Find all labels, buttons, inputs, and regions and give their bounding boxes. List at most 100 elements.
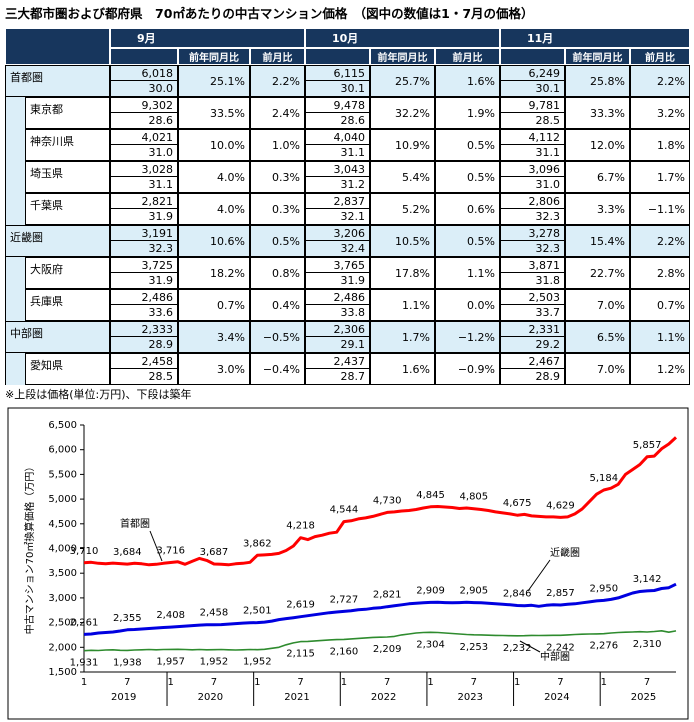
data-label: 3,710: [70, 546, 99, 557]
mom-change: 0.4%: [250, 289, 305, 321]
building-age: 32.4: [340, 242, 366, 255]
price-cell: 6,018 30.0: [110, 65, 178, 97]
mom-change: 2.2%: [630, 65, 690, 97]
price-cell: 2,486 33.6: [110, 289, 178, 321]
mom-change: 1.2%: [630, 353, 690, 385]
price-cell: 3,278 32.3: [500, 225, 565, 257]
y-tick-label: 4,500: [48, 519, 77, 530]
legend-leader: [527, 559, 551, 592]
data-label: 2,619: [286, 600, 315, 611]
building-age: 29.1: [340, 338, 366, 351]
price: 2,333: [111, 322, 177, 337]
x-tick-label: 7: [557, 677, 563, 688]
price-cell: 9,478 28.6: [305, 97, 370, 129]
price-cell: 9,302 28.6: [110, 97, 178, 129]
y-tick-label: 4,000: [48, 544, 77, 555]
x-tick-label: 7: [124, 677, 130, 688]
mom-change: −0.4%: [250, 353, 305, 385]
data-label: 1,952: [200, 657, 229, 668]
yoy-change: 6.5%: [565, 321, 630, 353]
y-tick-label: 3,500: [48, 568, 77, 579]
data-label: 2,253: [460, 642, 489, 653]
data-label: 1,938: [113, 657, 142, 668]
yoy-change: 1.1%: [370, 289, 435, 321]
building-age: 31.9: [148, 274, 174, 287]
data-label: 2,304: [416, 639, 445, 650]
data-label: 3,684: [113, 547, 142, 558]
price: 2,821: [111, 194, 177, 209]
indent-cell: [5, 257, 25, 289]
building-age: 33.6: [148, 306, 174, 319]
price-table: 9月 前年同月比 前月比 10月 前年同月比 前月比 11月 前年同月比 前月比 首都圏 6,018…: [5, 28, 690, 385]
building-age: 32.1: [340, 210, 366, 223]
legend-label: 近畿圏: [550, 546, 580, 559]
yoy-change: 18.2%: [178, 257, 250, 289]
prefecture-name: 神奈川県: [25, 129, 110, 161]
month-header: 9月: [110, 28, 305, 48]
y-axis-label: 中古マンション70㎡換算価格（万円）: [23, 462, 36, 635]
price-cell: 6,115 30.1: [305, 65, 370, 97]
mom-change: 0.3%: [250, 161, 305, 193]
x-tick-label: 1: [254, 677, 260, 688]
data-label: 1,957: [156, 656, 185, 667]
sub-header: 前年同月比: [565, 48, 630, 65]
price: 3,028: [111, 162, 177, 177]
price-cell: 4,040 31.1: [305, 129, 370, 161]
price-cell: 2,437 28.7: [305, 353, 370, 385]
building-age: 32.3: [148, 242, 174, 255]
x-group-label: 2024: [544, 692, 569, 703]
yoy-change: 7.0%: [565, 353, 630, 385]
x-tick-label: 1: [601, 677, 607, 688]
indent-cell: [5, 161, 25, 193]
building-age: 31.9: [340, 274, 366, 287]
building-age: 31.1: [148, 178, 174, 191]
prefecture-name: 兵庫県: [25, 289, 110, 321]
yoy-change: 33.3%: [565, 97, 630, 129]
y-tick-label: 1,500: [48, 667, 77, 678]
yoy-change: 25.7%: [370, 65, 435, 97]
data-label: 4,629: [546, 500, 575, 511]
mom-change: −0.5%: [250, 321, 305, 353]
data-label: 5,184: [589, 473, 618, 484]
price: 9,478: [306, 98, 369, 113]
prefecture-name: 東京都: [25, 97, 110, 129]
price-cell: 2,821 31.9: [110, 193, 178, 225]
prefecture-name: 埼玉県: [25, 161, 110, 193]
building-age: 31.0: [535, 178, 561, 191]
price: 2,486: [111, 290, 177, 305]
data-label: 2,276: [589, 641, 618, 652]
y-tick-label: 2,000: [48, 642, 77, 653]
data-label: 3,716: [156, 546, 185, 557]
x-tick-label: 1: [341, 677, 347, 688]
yoy-change: 3.0%: [178, 353, 250, 385]
building-age: 28.5: [148, 370, 174, 383]
yoy-change: 7.0%: [565, 289, 630, 321]
chart: 中古マンション70㎡換算価格（万円） 1,500 2,000 2,500 3,000 3…: [7, 407, 689, 720]
data-label: 2,501: [243, 606, 272, 617]
data-label: 2,261: [70, 617, 99, 628]
yoy-change: 25.8%: [565, 65, 630, 97]
table-note: ※上段は価格(単位:万円)、下段は築年: [5, 388, 192, 401]
yoy-change: 25.1%: [178, 65, 250, 97]
month-header: 11月: [500, 28, 690, 48]
x-group-label: 2019: [111, 692, 136, 703]
mom-change: −1.1%: [630, 193, 690, 225]
price: 2,306: [306, 322, 369, 337]
legend-leader: [149, 530, 163, 562]
data-label: 3,862: [243, 538, 272, 549]
mom-change: 0.5%: [435, 129, 500, 161]
x-tick-label: 7: [644, 677, 650, 688]
building-age: 28.7: [340, 370, 366, 383]
x-tick-label: 1: [514, 677, 520, 688]
price: 9,302: [111, 98, 177, 113]
mom-change: 1.1%: [435, 257, 500, 289]
price-cell: 6,249 30.1: [500, 65, 565, 97]
mom-change: 1.1%: [630, 321, 690, 353]
mom-change: 1.7%: [630, 161, 690, 193]
header-cell: [110, 48, 178, 65]
yoy-change: 1.6%: [370, 353, 435, 385]
yoy-change: 5.2%: [370, 193, 435, 225]
price: 3,043: [306, 162, 369, 177]
legend-label: 首都圏: [120, 517, 150, 530]
sub-header: 前年同月比: [178, 48, 250, 65]
